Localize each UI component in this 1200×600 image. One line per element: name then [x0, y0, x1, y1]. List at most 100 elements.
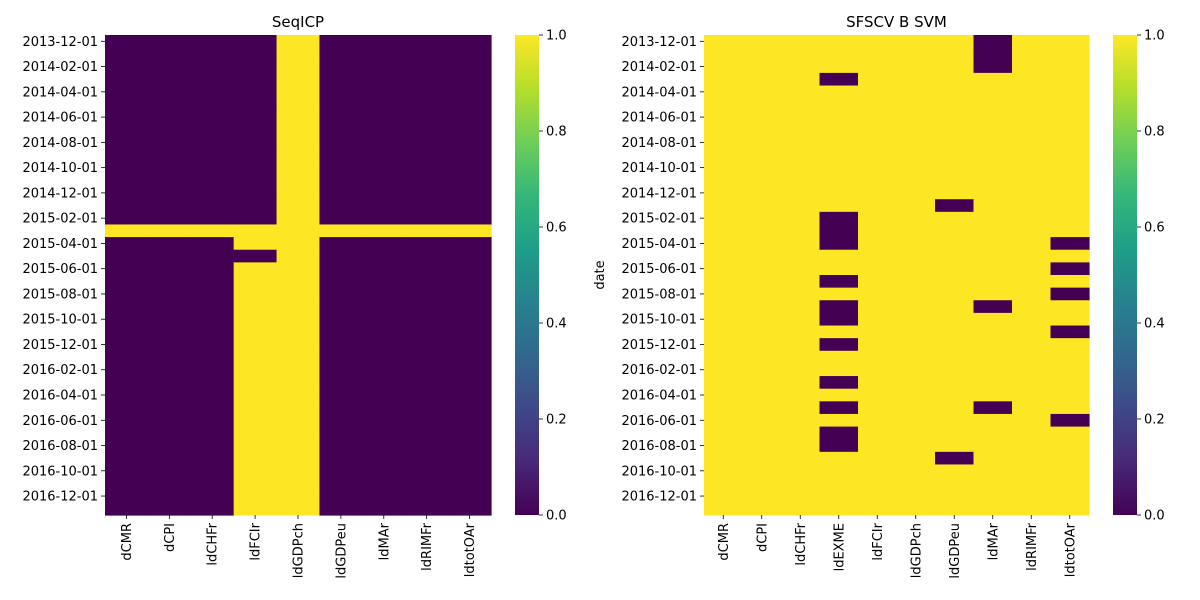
heatmap-cell: [190, 300, 235, 314]
heatmap-cell: [819, 502, 859, 516]
heatmap-cell: [935, 312, 975, 327]
heatmap-cell: [973, 148, 1013, 162]
heatmap-cell: [935, 35, 975, 49]
colorbar-tick-label: 0.4: [546, 317, 567, 332]
y-tick-label: 2016-08-01: [22, 439, 98, 454]
heatmap-cell: [276, 413, 321, 428]
heatmap-cell: [190, 161, 235, 175]
heatmap-cell: [319, 173, 363, 188]
y-tick-label: 2014-10-01: [22, 161, 98, 176]
y-tick-label: 2015-06-01: [22, 262, 98, 277]
heatmap-cell: [1012, 464, 1052, 478]
heatmap-cell: [858, 211, 898, 226]
heatmap-cell: [233, 300, 278, 314]
heatmap-cell: [405, 388, 449, 402]
y-tick-label: 2016-08-01: [621, 439, 697, 454]
heatmap-cell: [1012, 186, 1052, 200]
heatmap-cell: [935, 47, 975, 61]
heatmap-cell: [405, 249, 449, 263]
heatmap-cell: [276, 325, 321, 339]
heatmap-cell: [276, 47, 321, 61]
heatmap-cell: [704, 300, 744, 314]
heatmap-cell: [147, 376, 192, 390]
heatmap-cell: [896, 300, 936, 314]
heatmap-cell: [742, 161, 782, 175]
x-tick-label: dCMR: [717, 523, 732, 561]
heatmap-cell: [362, 287, 406, 301]
heatmap-cell: [819, 350, 859, 365]
y-tick-label: 2015-08-01: [621, 287, 697, 302]
heatmap-cell: [319, 249, 363, 263]
heatmap-cell: [405, 451, 449, 466]
heatmap-cell: [1050, 35, 1090, 49]
heatmap-cell: [233, 262, 278, 276]
heatmap-cell: [319, 275, 363, 289]
heatmap-cell: [781, 312, 821, 327]
colorbar-tick-label: 0.0: [1144, 509, 1165, 524]
heatmap-cell: [276, 275, 321, 289]
heatmap-cell: [105, 275, 149, 289]
heatmap-cell: [896, 98, 936, 112]
heatmap-cell: [781, 161, 821, 175]
heatmap-cell: [276, 502, 321, 516]
heatmap-cell: [276, 60, 321, 74]
heatmap-cell: [405, 98, 449, 112]
heatmap-cell: [1012, 338, 1052, 352]
heatmap-cell: [1050, 489, 1090, 503]
heatmap-cell: [405, 148, 449, 162]
heatmap-cell: [319, 35, 363, 49]
heatmap-cell: [896, 451, 936, 466]
y-tick-label: 2016-12-01: [22, 490, 98, 505]
heatmap-cell: [319, 350, 363, 365]
heatmap-cell: [105, 211, 149, 226]
heatmap-cell: [147, 211, 192, 226]
heatmap-cell: [1012, 161, 1052, 175]
heatmap-cell: [190, 350, 235, 365]
heatmap-cell: [405, 502, 449, 516]
heatmap-cell: [233, 35, 278, 49]
heatmap-cell: [1012, 401, 1052, 415]
heatmap-cell: [935, 110, 975, 125]
heatmap-cell: [1012, 123, 1052, 137]
heatmap-cell: [819, 477, 859, 491]
heatmap-cell: [448, 350, 492, 365]
heatmap-cell: [190, 148, 235, 162]
y-tick-label: 2015-04-01: [621, 237, 697, 252]
heatmap-cell: [973, 110, 1013, 125]
heatmap-cell: [405, 287, 449, 301]
heatmap-cell: [781, 224, 821, 238]
heatmap-cell: [448, 464, 492, 478]
heatmap-cell: [362, 85, 406, 99]
heatmap-cell: [190, 110, 235, 125]
heatmap-cell: [405, 60, 449, 74]
heatmap-cell: [935, 300, 975, 314]
heatmap-cell: [1012, 489, 1052, 503]
y-tick-label: 2014-02-01: [22, 60, 98, 75]
y-tick-label: 2016-02-01: [22, 363, 98, 378]
heatmap-cell: [742, 275, 782, 289]
heatmap-cell: [319, 464, 363, 478]
heatmap-cell: [935, 72, 975, 87]
heatmap-cell: [896, 148, 936, 162]
heatmap-cell: [147, 439, 192, 453]
heatmap-cell: [935, 249, 975, 263]
heatmap-cell: [362, 186, 406, 200]
heatmap-cell: [233, 451, 278, 466]
heatmap-cell: [147, 413, 192, 428]
colorbar-tick-label: 0.8: [546, 125, 567, 140]
heatmap-cell: [319, 85, 363, 99]
heatmap-cell: [1050, 237, 1090, 251]
heatmap-cell: [742, 224, 782, 238]
heatmap-cell: [319, 148, 363, 162]
heatmap-cell: [448, 186, 492, 200]
heatmap-cell: [819, 98, 859, 112]
heatmap-cell: [448, 136, 492, 150]
x-tick-label: ldFCIr: [871, 522, 886, 560]
heatmap-cell: [819, 110, 859, 125]
heatmap-cell: [190, 72, 235, 87]
heatmap-cell: [742, 426, 782, 440]
heatmap-cell: [704, 136, 744, 150]
x-tick-label: ldMAr: [377, 522, 392, 560]
heatmap-cell: [405, 262, 449, 276]
heatmap-cell: [233, 489, 278, 503]
